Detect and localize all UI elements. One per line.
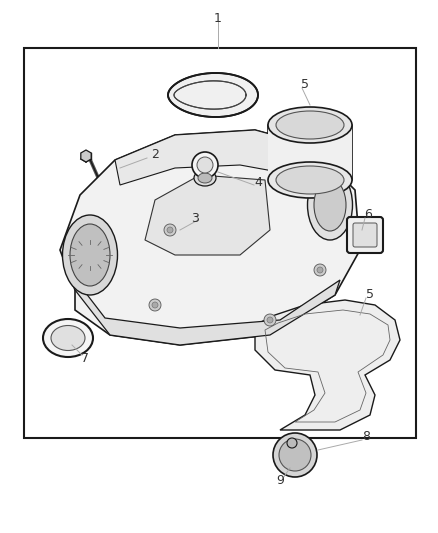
Circle shape	[267, 317, 273, 323]
Polygon shape	[255, 300, 400, 430]
Circle shape	[279, 439, 311, 471]
Ellipse shape	[276, 166, 344, 194]
Circle shape	[197, 157, 213, 173]
Polygon shape	[168, 73, 258, 117]
Circle shape	[164, 224, 176, 236]
Ellipse shape	[276, 111, 344, 139]
Polygon shape	[145, 175, 270, 255]
Text: 1: 1	[214, 12, 222, 25]
Text: 2: 2	[151, 149, 159, 161]
Circle shape	[314, 264, 326, 276]
Text: 4: 4	[254, 176, 262, 190]
Text: 6: 6	[364, 208, 372, 222]
Bar	[268, 125, 352, 180]
Ellipse shape	[198, 173, 212, 183]
Ellipse shape	[268, 162, 352, 198]
FancyBboxPatch shape	[347, 217, 383, 253]
Circle shape	[167, 227, 173, 233]
Circle shape	[264, 314, 276, 326]
Ellipse shape	[51, 326, 85, 351]
Text: 8: 8	[362, 431, 370, 443]
FancyBboxPatch shape	[353, 223, 377, 247]
Text: 7: 7	[81, 351, 89, 365]
Text: 9: 9	[276, 473, 284, 487]
Circle shape	[317, 267, 323, 273]
Ellipse shape	[268, 107, 352, 143]
Polygon shape	[60, 130, 360, 345]
Text: 5: 5	[366, 288, 374, 302]
Ellipse shape	[43, 319, 93, 357]
Polygon shape	[72, 275, 340, 345]
Circle shape	[192, 152, 218, 178]
Text: 5: 5	[301, 78, 309, 92]
Ellipse shape	[63, 215, 117, 295]
Circle shape	[273, 433, 317, 477]
Ellipse shape	[194, 170, 216, 186]
Ellipse shape	[70, 224, 110, 286]
Circle shape	[287, 438, 297, 448]
Bar	[24, 48, 416, 438]
Circle shape	[152, 302, 158, 308]
Polygon shape	[115, 130, 310, 185]
Ellipse shape	[307, 170, 353, 240]
Text: 3: 3	[191, 212, 199, 224]
Ellipse shape	[314, 179, 346, 231]
Circle shape	[149, 299, 161, 311]
